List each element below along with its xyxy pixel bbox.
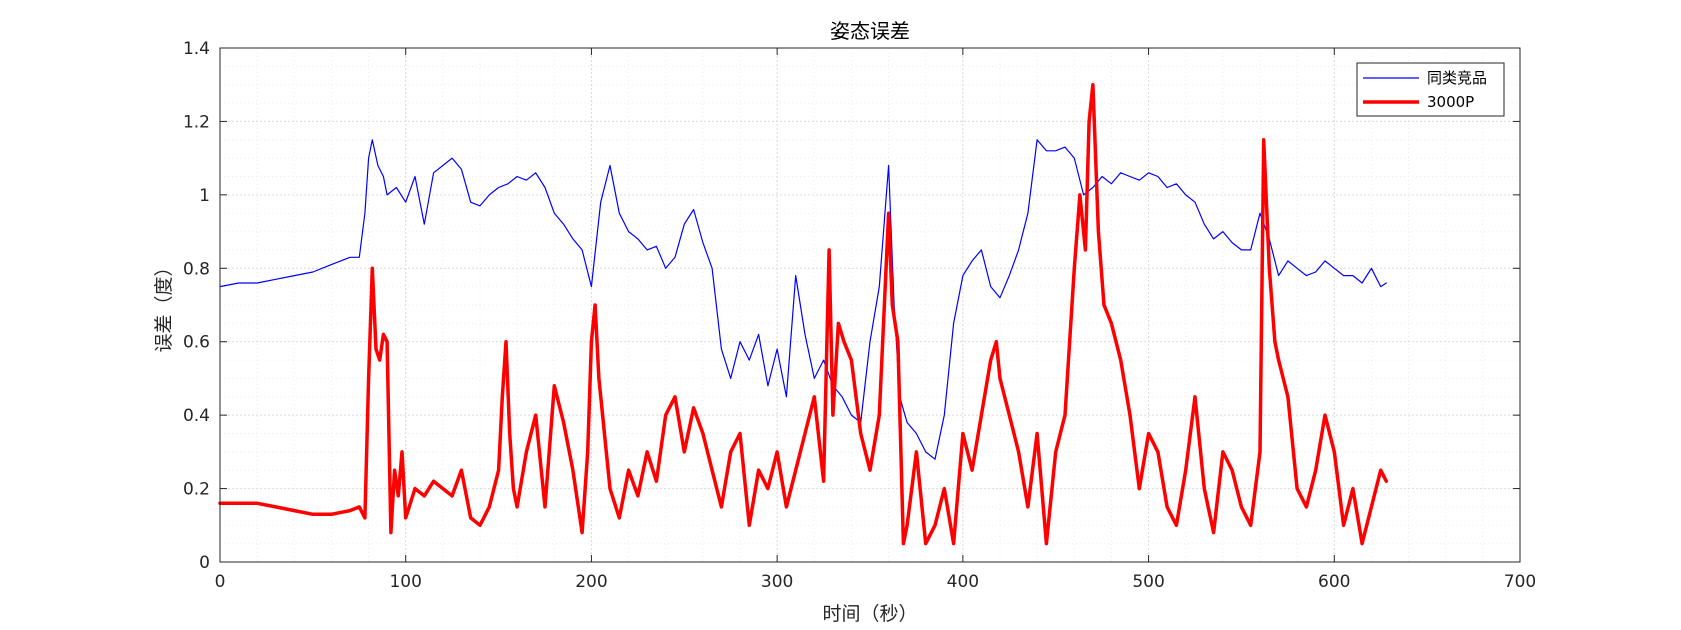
y-tick-label: 0.2 [183, 480, 210, 500]
series-layer [218, 82, 1389, 546]
series-line-1 [218, 82, 1389, 546]
minor-grid [220, 48, 1520, 562]
x-tick-label: 500 [1132, 572, 1164, 592]
x-tick-label: 300 [761, 572, 793, 592]
legend-label-series-0: 同类竞品 [1427, 69, 1487, 87]
x-tick-label: 400 [947, 572, 979, 592]
y-tick-label: 0.4 [183, 406, 210, 426]
x-tick-label: 100 [389, 572, 421, 592]
x-tick-label: 600 [1318, 572, 1350, 592]
y-tick-label: 0 [199, 553, 210, 573]
legend: 同类竞品 3000P [1356, 62, 1505, 117]
axes-box [219, 47, 1521, 563]
y-tick-label: 1.2 [183, 112, 210, 132]
y-tick-label: 1 [199, 186, 210, 206]
chart-title: 姿态误差 [830, 19, 910, 43]
legend-label-series-1: 3000P [1427, 93, 1474, 111]
x-tick-label: 700 [1504, 572, 1536, 592]
x-tick-label: 0 [215, 572, 226, 592]
y-axis-title: 误差（度） [153, 257, 175, 352]
y-tick-label: 0.6 [183, 333, 210, 353]
series-line-0 [219, 139, 1387, 460]
y-tick-label: 0.8 [183, 259, 210, 279]
y-tick-label: 1.4 [183, 39, 210, 59]
x-tick-label: 200 [575, 572, 607, 592]
tick-labels: 0 100 200 300 400 500 600 700 0 0.2 0.4 0.6 0.8 1 1.2 1… [183, 39, 1536, 592]
axes [219, 47, 1521, 563]
x-axis-title: 时间（秒） [822, 603, 917, 625]
legend-box [1356, 62, 1505, 117]
